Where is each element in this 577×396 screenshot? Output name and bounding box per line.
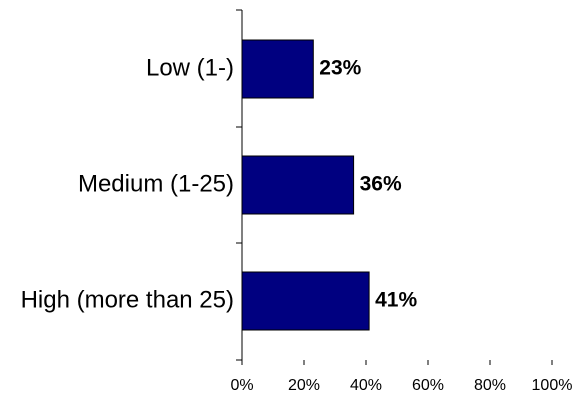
data-label: 41% [375,289,417,312]
bar [241,155,355,215]
data-label: 23% [319,57,361,80]
category-label: Low (1-) [146,54,234,81]
axis-group [236,9,553,365]
x-tick-label: 20% [288,377,320,394]
x-tick-label: 80% [474,377,506,394]
data-label: 36% [360,173,402,196]
labels-group: 23% Low (1-) 36% Medium (1-25) 41% High (more… [21,54,573,394]
x-tick-label: 40% [350,377,382,394]
category-label: Medium (1-25) [78,170,234,197]
bars-group [241,39,370,331]
x-tick-label: 100% [532,377,573,394]
bar [241,271,370,331]
x-tick-label: 60% [412,377,444,394]
category-label: High (more than 25) [21,286,234,313]
bar [241,39,314,99]
x-tick-label: 0% [230,377,253,394]
